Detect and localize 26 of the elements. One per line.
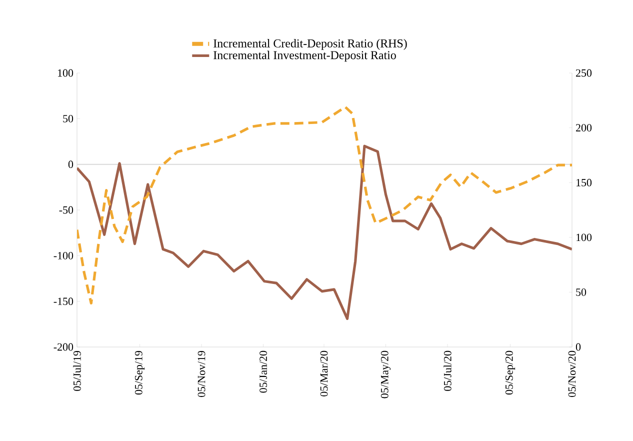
- y-tick-label: 50: [63, 114, 74, 122]
- x-tick-label: 05/Jan/20: [260, 350, 267, 393]
- y-tick-label: -50: [59, 206, 74, 214]
- y2-tick-label: 100: [576, 234, 592, 242]
- y-tick-label: -150: [54, 298, 74, 306]
- y2-tick-label: 250: [576, 69, 592, 77]
- line-series: [77, 144, 572, 320]
- y2-tick-label: 50: [576, 288, 586, 296]
- line-series: [77, 106, 572, 304]
- x-tick-label: 05/Nov/19: [198, 350, 206, 397]
- y-tick-label: 100: [58, 69, 74, 77]
- x-tick-label: 05/Sep/19: [134, 350, 145, 395]
- x-tick-label: 05/Jul/19: [73, 350, 81, 391]
- y-tick-label: 0: [68, 160, 74, 168]
- y2-tick-label: 200: [576, 124, 592, 132]
- legend-label: Incremental Credit-Deposit Ratio (RHS): [214, 39, 407, 50]
- x-tick-label: 05/May/20: [380, 350, 391, 398]
- x-tick-label: 05/Sep/20: [505, 350, 516, 395]
- y-tick-label: -200: [54, 343, 74, 351]
- legend-label: Incremental Investment-Deposit Ratio: [214, 50, 396, 62]
- y2-tick-label: 150: [576, 178, 592, 186]
- x-tick-label: 05/Jul/20: [444, 350, 452, 391]
- y-tick-label: -100: [54, 252, 74, 260]
- x-tick-label: 05/Nov/20: [568, 350, 576, 397]
- y2-tick-label: 0: [576, 343, 581, 351]
- x-tick-label: 05/Mar/20: [320, 350, 328, 396]
